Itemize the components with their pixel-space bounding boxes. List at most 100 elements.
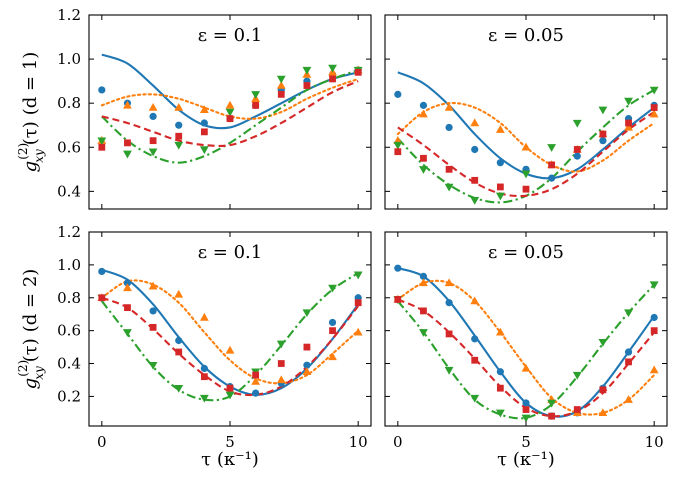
data-point-green [547, 399, 557, 408]
data-point-red [124, 139, 131, 147]
data-point-green [225, 108, 235, 117]
data-point-blue [303, 361, 311, 369]
x-tick-label: 10 [349, 433, 368, 451]
data-point-red [650, 327, 658, 335]
data-point-orange [521, 142, 531, 151]
series-line-blue [101, 53, 359, 130]
data-point-red [522, 406, 530, 413]
data-point-green [123, 150, 132, 159]
data-point-blue [98, 267, 106, 276]
data-point-red [599, 130, 607, 138]
data-point-red [420, 307, 427, 315]
y-tick-label: 0.2 [57, 387, 81, 405]
data-point-green [174, 384, 184, 393]
data-point-orange [444, 278, 454, 287]
y-tick-label: 1.0 [57, 50, 81, 68]
data-point-red [226, 115, 234, 123]
data-point-orange [123, 283, 132, 292]
data-point-orange [251, 377, 261, 385]
data-point-blue [98, 86, 106, 94]
data-point-blue [522, 399, 530, 407]
data-point-red [471, 356, 479, 364]
y-tick-label: 0.8 [57, 289, 81, 307]
data-point-red [548, 412, 556, 420]
data-point-green [495, 192, 505, 201]
data-point-green [470, 196, 480, 205]
data-point-green [419, 166, 428, 174]
data-point-orange [276, 80, 286, 89]
data-point-blue [650, 313, 658, 322]
data-point-red [420, 154, 427, 162]
plot-area [393, 264, 659, 423]
x-tick-label: 0 [97, 433, 107, 451]
data-point-green [353, 271, 363, 280]
y-tick-label: 1.2 [57, 223, 81, 241]
data-point-orange [419, 109, 428, 118]
plot-area [97, 267, 363, 403]
data-point-blue [394, 264, 402, 272]
data-point-orange [225, 345, 235, 354]
data-point-orange [444, 102, 454, 111]
data-point-green [572, 371, 582, 380]
data-point-green [148, 148, 158, 157]
data-point-green [419, 329, 428, 337]
data-point-red [329, 327, 336, 335]
data-point-green [302, 66, 312, 75]
panel-3: 0 5 10 0.2 0.4 0.6 0.8 1.0 1.2 ε = 0.1 [57, 223, 372, 451]
series-line-green [397, 283, 655, 420]
plot-area [393, 71, 659, 205]
panels: 0.4 0.6 0.8 1.0 1.2 ε = 0.1 ε = 0.05 0 5 10 0.2 0.4… [57, 6, 668, 451]
data-point-green [495, 409, 505, 418]
x-axis-label: τ (κ⁻¹) [497, 449, 555, 470]
data-point-orange [495, 327, 505, 336]
series-line-red [397, 298, 655, 418]
data-point-red [200, 373, 208, 381]
data-point-blue [471, 145, 479, 154]
data-point-blue [496, 159, 504, 167]
data-point-red [303, 82, 311, 89]
data-point-red [522, 185, 530, 193]
data-point-red [252, 101, 260, 109]
y-tick-label: 0.4 [57, 182, 81, 200]
y-tick-label: 1.2 [57, 6, 81, 24]
data-point-green [470, 394, 480, 403]
series-line-red [101, 80, 359, 147]
data-point-orange [649, 109, 659, 118]
data-point-blue [445, 299, 453, 307]
series-line-blue [101, 268, 360, 396]
data-point-orange [148, 102, 158, 111]
data-point-green [199, 146, 209, 155]
data-point-red [394, 148, 402, 156]
data-point-red [175, 132, 183, 140]
data-point-red [573, 146, 581, 153]
data-point-orange [521, 363, 531, 372]
data-point-green [251, 91, 261, 99]
data-point-blue [445, 123, 453, 132]
data-point-orange [148, 281, 158, 290]
panel-title: ε = 0.05 [488, 242, 564, 263]
x-tick-label: 0 [393, 433, 403, 451]
data-point-red [98, 143, 106, 151]
data-point-orange [276, 375, 286, 384]
plot-area [97, 53, 363, 164]
data-point-green [123, 329, 132, 337]
data-point-green [302, 309, 312, 318]
data-point-red [329, 75, 336, 83]
data-point-green [276, 340, 286, 349]
data-point-blue [175, 121, 183, 129]
data-point-blue [496, 368, 504, 376]
data-point-green [572, 119, 582, 128]
y-tick-label: 0.4 [57, 355, 81, 373]
data-point-red [471, 176, 479, 184]
data-point-red [226, 384, 234, 392]
data-point-green [148, 361, 158, 370]
data-point-green [624, 309, 633, 318]
y-axis-label-row2: g(2) xy(τ)(d = 2) [16, 269, 46, 390]
data-point-green [649, 281, 659, 290]
series-line-orange [100, 279, 360, 385]
data-point-green [97, 137, 107, 146]
y-axis-label: g(2) xy(τ)(d = 2) [16, 269, 46, 390]
data-point-green [624, 97, 633, 106]
data-point-red [252, 371, 260, 379]
data-point-red [149, 323, 157, 331]
